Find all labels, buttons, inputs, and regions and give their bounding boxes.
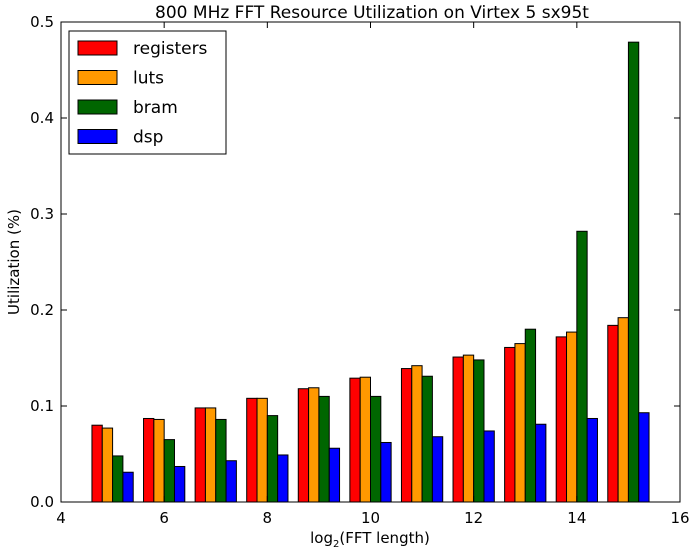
axis-tick-labels: 4 6 8 10 12 14 16 0.0 0.1 0.2 0.3 0.4 0.5	[30, 13, 689, 527]
bar-dsp-6	[173, 465, 186, 503]
bar-luts-15	[617, 317, 629, 503]
bar-luts-13	[514, 343, 526, 503]
y-axis-label: Utilization (%)	[5, 209, 23, 315]
x-tick-label: 4	[56, 509, 66, 527]
bars-layer	[91, 41, 650, 503]
bar-dsp-8	[277, 454, 289, 503]
legend-label-registers: registers	[133, 39, 208, 59]
bar-bram-10	[370, 395, 382, 503]
bar-bram-9	[318, 395, 330, 503]
bar-dsp-7	[225, 460, 237, 503]
x-axis-label-tail: (FFT length)	[339, 529, 429, 547]
legend-swatch-registers	[77, 40, 118, 56]
legend: registers luts bram dsp	[68, 30, 227, 155]
x-tick-label: 16	[670, 509, 689, 527]
chart-title: 800 MHz FFT Resource Utilization on Virt…	[155, 3, 589, 23]
x-axis-label-log: log	[310, 529, 333, 547]
bar-dsp-11	[431, 436, 444, 503]
x-axis-label-base: 2	[333, 539, 339, 550]
bar-registers-10	[349, 377, 361, 503]
bar-dsp-9	[328, 447, 341, 503]
bar-luts-14	[566, 331, 578, 503]
bar-dsp-12	[483, 430, 495, 503]
bar-registers-7	[194, 407, 206, 503]
bar-registers-15	[607, 324, 619, 503]
bar-registers-9	[297, 388, 310, 503]
bar-luts-6	[153, 418, 165, 503]
y-tick-label: 0.1	[30, 397, 54, 415]
bar-dsp-10	[380, 441, 392, 503]
bar-registers-11	[400, 368, 413, 503]
bar-bram-8	[266, 415, 279, 503]
legend-swatch-luts	[77, 70, 118, 85]
bar-bram-14	[576, 230, 588, 503]
bar-registers-8	[246, 397, 258, 503]
bar-luts-11	[411, 365, 423, 503]
bar-registers-14	[555, 336, 568, 503]
y-tick-label: 0.2	[30, 301, 54, 319]
x-axis-label: log2(FFT length)	[310, 529, 430, 550]
legend-swatch-dsp	[77, 129, 118, 144]
bar-luts-9	[308, 387, 320, 503]
axis-ticks	[60, 21, 681, 503]
bar-dsp-13	[535, 423, 547, 503]
bar-bram-6	[163, 439, 175, 503]
legend-label-bram: bram	[133, 98, 178, 118]
bar-luts-8	[256, 397, 268, 503]
bar-luts-5	[101, 427, 114, 503]
legend-label-luts: luts	[133, 69, 164, 89]
bar-bram-15	[627, 41, 640, 503]
bar-registers-13	[504, 346, 516, 503]
bar-bram-11	[421, 375, 433, 503]
bar-registers-5	[91, 424, 103, 503]
bar-bram-13	[524, 328, 537, 503]
bar-luts-12	[462, 354, 475, 503]
bar-registers-6	[143, 417, 155, 503]
x-tick-label: 14	[567, 509, 586, 527]
bar-luts-7	[204, 407, 217, 503]
y-tick-label: 0.3	[30, 205, 54, 223]
y-tick-label: 0.4	[30, 109, 54, 127]
bar-bram-5	[112, 455, 124, 503]
y-tick-label: 0.0	[30, 493, 54, 511]
bar-bram-12	[473, 359, 485, 503]
y-tick-label: 0.5	[30, 13, 54, 31]
bar-dsp-14	[586, 417, 598, 503]
x-tick-label: 8	[263, 509, 273, 527]
x-tick-label: 6	[159, 509, 169, 527]
bar-dsp-5	[122, 471, 134, 503]
legend-label-dsp: dsp	[133, 128, 163, 148]
bar-registers-12	[452, 356, 464, 503]
bar-bram-7	[215, 418, 227, 503]
bar-luts-10	[359, 376, 371, 503]
bar-dsp-15	[638, 412, 650, 503]
x-tick-label: 12	[464, 509, 483, 527]
x-tick-label: 10	[361, 509, 380, 527]
legend-swatch-bram	[77, 99, 118, 115]
